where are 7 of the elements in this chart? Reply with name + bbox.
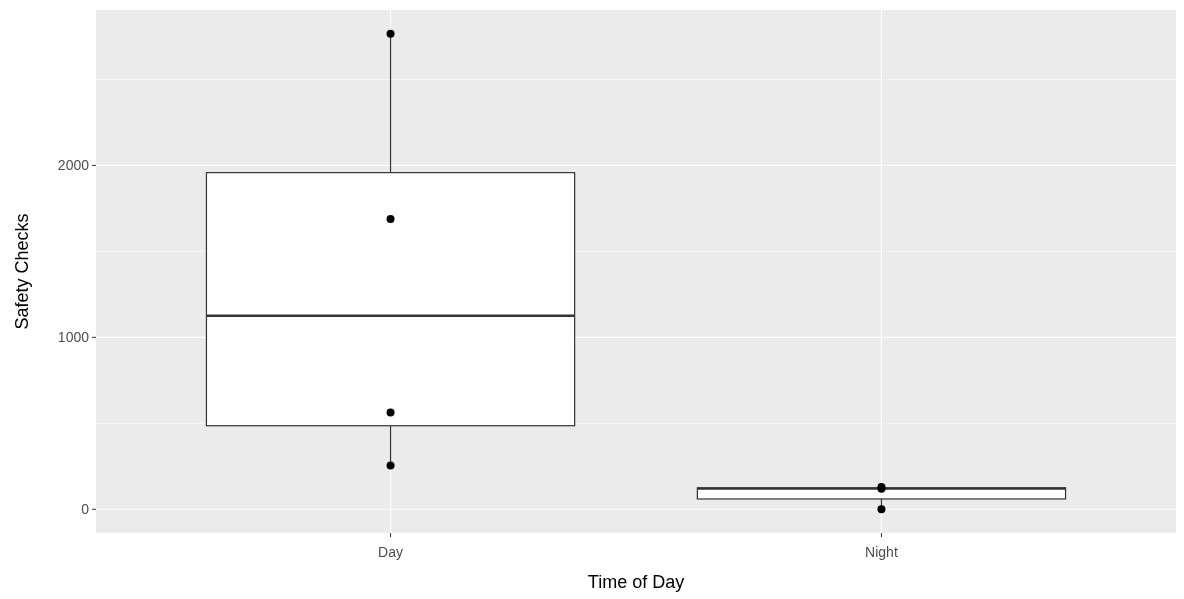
y-tick-label: 1000 — [57, 329, 90, 346]
y-tick-label: 2000 — [57, 157, 90, 174]
y-tick-label: 0 — [81, 501, 90, 518]
x-axis-title: Time of Day — [587, 572, 685, 592]
x-tick-label: Night — [865, 544, 898, 560]
x-tick-label: Day — [378, 544, 403, 560]
y-axis-title: Safety Checks — [12, 213, 32, 330]
